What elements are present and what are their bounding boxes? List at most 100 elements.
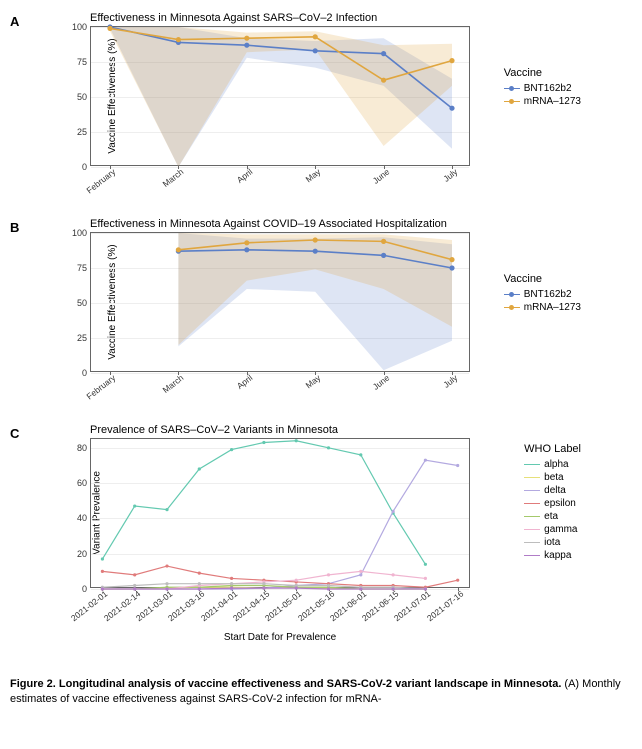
series-point: [449, 257, 454, 262]
y-tick: 20: [77, 549, 91, 559]
series-point: [449, 58, 454, 63]
series-point: [198, 587, 201, 590]
series-point: [359, 573, 362, 576]
series-point: [133, 587, 136, 590]
series-point: [165, 587, 168, 590]
panel-a-legend: Vaccine BNT162b2mRNA–1273: [504, 67, 581, 109]
series-point: [359, 570, 362, 573]
x-tick: March: [161, 167, 186, 189]
y-tick: 0: [82, 584, 91, 594]
series-point: [313, 237, 318, 242]
series-point: [313, 34, 318, 39]
series-point: [101, 587, 104, 590]
series-point: [230, 582, 233, 585]
x-tick: March: [161, 373, 186, 395]
legend-item: kappa: [524, 550, 581, 561]
panel-a: A Effectiveness in Minnesota Against SAR…: [10, 10, 632, 210]
series-point: [327, 573, 330, 576]
y-tick: 50: [77, 92, 91, 102]
y-tick: 75: [77, 57, 91, 67]
series-point: [198, 467, 201, 470]
legend-item: iota: [524, 537, 581, 548]
series-point: [244, 43, 249, 48]
x-tick: April: [235, 373, 255, 391]
series-point: [295, 587, 298, 590]
y-tick: 60: [77, 478, 91, 488]
series-point: [313, 249, 318, 254]
legend-item: eta: [524, 511, 581, 522]
panel-c-plot: Variant Prevalence WHO Label alphabetade…: [90, 438, 470, 588]
panel-c-legend: WHO Label alphabetadeltaepsilonetagammai…: [524, 443, 581, 563]
legend-title: Vaccine: [504, 67, 581, 79]
series-point: [262, 582, 265, 585]
series-point: [392, 510, 395, 513]
y-tick: 40: [77, 513, 91, 523]
series-point: [133, 584, 136, 587]
legend-item: delta: [524, 485, 581, 496]
series-point: [198, 582, 201, 585]
series-point: [230, 448, 233, 451]
series-point: [359, 453, 362, 456]
panel-a-title: Effectiveness in Minnesota Against SARS–…: [90, 12, 632, 24]
panel-a-plot: Vaccine Effectiveness (%) Vaccine BNT162…: [90, 26, 470, 166]
x-tick: June: [370, 373, 391, 392]
series-point: [133, 573, 136, 576]
panel-c-chart: Prevalence of SARS–CoV–2 Variants in Min…: [38, 422, 632, 643]
y-tick: 100: [72, 228, 91, 238]
series-point: [456, 464, 459, 467]
legend-item: mRNA–1273: [504, 96, 581, 107]
x-tick: April: [235, 167, 255, 185]
series-point: [244, 36, 249, 41]
y-tick: 25: [77, 127, 91, 137]
legend-item: mRNA–1273: [504, 302, 581, 313]
series-point: [101, 557, 104, 560]
series-point: [456, 579, 459, 582]
series-point: [424, 563, 427, 566]
panel-b-plot: Vaccine Effectiveness (%) Vaccine BNT162…: [90, 232, 470, 372]
x-tick: June: [370, 167, 391, 186]
panel-c-xlabel: Start Date for Prevalence: [90, 632, 470, 643]
panel-b-letter: B: [10, 216, 38, 235]
series-line: [102, 441, 425, 565]
series-point: [165, 508, 168, 511]
series-point: [133, 504, 136, 507]
series-point: [101, 570, 104, 573]
series-point: [424, 587, 427, 590]
series-point: [165, 564, 168, 567]
legend-item: alpha: [524, 459, 581, 470]
series-point: [327, 584, 330, 587]
series-point: [381, 253, 386, 258]
series-point: [449, 106, 454, 111]
panel-a-chart: Effectiveness in Minnesota Against SARS–…: [38, 10, 632, 166]
series-point: [359, 587, 362, 590]
x-tick: May: [304, 167, 323, 185]
series-point: [381, 239, 386, 244]
legend-item: beta: [524, 472, 581, 483]
legend-title: Vaccine: [504, 273, 581, 285]
series-point: [449, 265, 454, 270]
x-tick: July: [441, 373, 459, 390]
page: A Effectiveness in Minnesota Against SAR…: [0, 0, 642, 749]
y-tick: 100: [72, 22, 91, 32]
series-point: [198, 572, 201, 575]
series-point: [424, 459, 427, 462]
panel-c-letter: C: [10, 422, 38, 441]
panel-b: B Effectiveness in Minnesota Against COV…: [10, 216, 632, 416]
series-point: [262, 441, 265, 444]
series-point: [381, 78, 386, 83]
panel-c: C Prevalence of SARS–CoV–2 Variants in M…: [10, 422, 632, 667]
figure-caption: Figure 2. Longitudinal analysis of vacci…: [10, 677, 632, 707]
y-tick: 0: [82, 162, 91, 172]
panel-a-letter: A: [10, 10, 38, 29]
series-point: [381, 51, 386, 56]
series-point: [313, 48, 318, 53]
series-point: [392, 573, 395, 576]
panel-b-chart: Effectiveness in Minnesota Against COVID…: [38, 216, 632, 372]
series-point: [165, 582, 168, 585]
series-point: [176, 37, 181, 42]
series-point: [424, 577, 427, 580]
panel-c-title: Prevalence of SARS–CoV–2 Variants in Min…: [90, 424, 632, 436]
series-point: [244, 240, 249, 245]
series-point: [295, 579, 298, 582]
series-point: [262, 587, 265, 590]
